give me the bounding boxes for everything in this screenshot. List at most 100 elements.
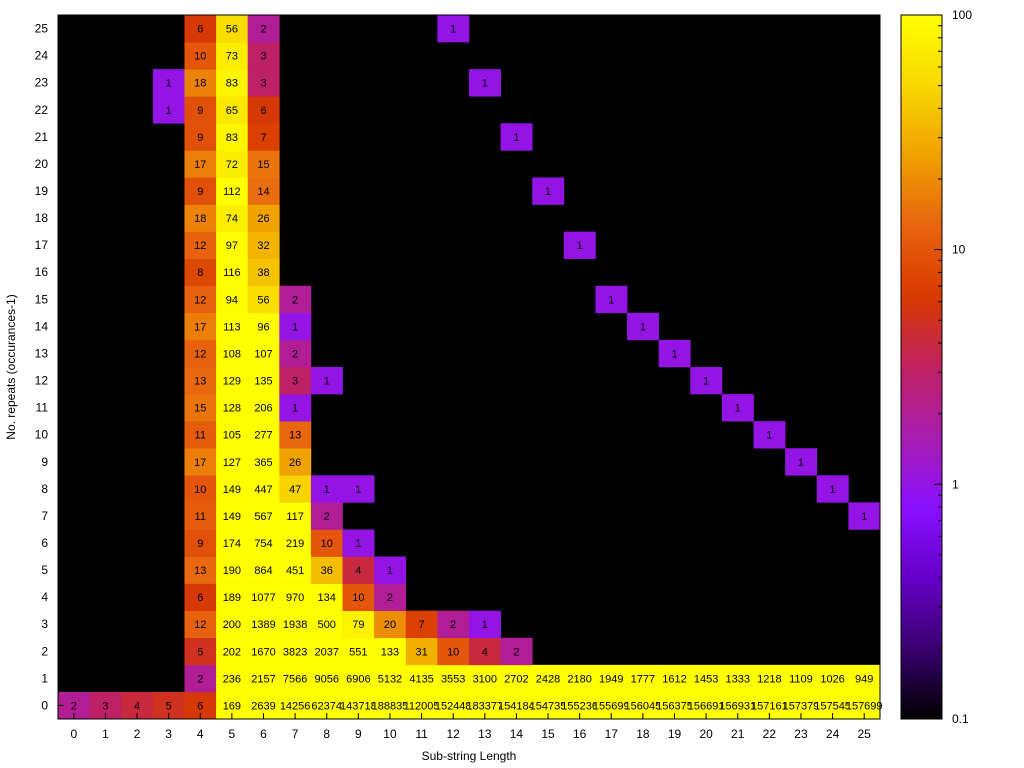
cell-label: 17 — [194, 159, 206, 171]
cell-label: 127 — [223, 457, 241, 469]
cell-label: 236 — [223, 673, 241, 685]
cell-label: 1 — [482, 78, 488, 90]
heatmap-cell — [184, 637, 217, 666]
y-tick-label: 14 — [35, 319, 49, 333]
cell-label: 500 — [318, 619, 336, 631]
x-tick-label: 21 — [731, 727, 745, 741]
heatmap-cell — [216, 339, 248, 368]
cell-label: 1 — [735, 403, 741, 415]
x-axis-title: Sub-string Length — [422, 749, 517, 763]
cell-label: 1 — [513, 132, 519, 144]
cell-label: 2 — [450, 619, 456, 631]
heatmap-cell — [216, 583, 248, 611]
x-tick-label: 0 — [70, 727, 77, 741]
cell-label: 96 — [257, 321, 269, 333]
x-tick-label: 3 — [165, 727, 172, 741]
cell-label: 2180 — [567, 673, 591, 685]
heatmap-cell — [184, 150, 217, 178]
heatmap-cell — [247, 637, 280, 666]
heatmap-cell — [216, 150, 248, 178]
heatmap-cell — [658, 339, 691, 368]
cell-label: 3 — [102, 700, 108, 712]
heatmap-cell — [247, 583, 280, 611]
y-tick-label: 3 — [41, 617, 48, 631]
heatmap-cell — [279, 285, 312, 314]
y-tick-label: 9 — [41, 455, 48, 469]
y-axis-title: No. repeats (occurances-1) — [4, 294, 18, 439]
cell-label: 9 — [197, 186, 203, 198]
heatmap-cell — [469, 637, 501, 666]
heatmap-cell — [627, 664, 659, 693]
heatmap-cell — [184, 204, 217, 232]
cell-label: 2157 — [251, 673, 275, 685]
cell-label: 4135 — [409, 673, 433, 685]
heatmap-cell — [342, 475, 375, 503]
cell-label: 1 — [355, 484, 361, 496]
cell-label: 72 — [226, 159, 238, 171]
heatmap-cell — [469, 610, 501, 639]
x-tick-label: 5 — [229, 727, 236, 741]
heatmap-cell — [216, 502, 248, 530]
heatmap-cell — [216, 204, 248, 232]
y-tick-label: 16 — [35, 265, 49, 279]
heatmap-cell — [216, 556, 248, 584]
y-tick-label: 15 — [35, 292, 49, 306]
cell-label: 14 — [257, 186, 269, 198]
heatmap-cell — [310, 664, 343, 693]
cell-label: 105 — [223, 430, 241, 442]
heatmap-cell — [595, 664, 628, 693]
y-tick-label: 12 — [35, 374, 49, 388]
cell-label: 1 — [292, 321, 298, 333]
cell-label: 8 — [197, 267, 203, 279]
heatmap-cell — [279, 421, 312, 449]
heatmap-cell — [152, 69, 185, 97]
cell-label: 1 — [324, 376, 330, 388]
cell-label: 156045 — [625, 700, 662, 712]
heatmap-cell — [247, 15, 280, 43]
cell-label: 188835 — [372, 700, 409, 712]
cell-label: 112005 — [404, 700, 440, 712]
heatmap-cell — [247, 610, 280, 639]
cell-label: 157161 — [751, 700, 788, 712]
heatmap-cell — [279, 394, 312, 422]
cell-label: 6 — [197, 592, 203, 604]
heatmap-cell — [279, 339, 312, 368]
colorbar-tick-label: 0.1 — [952, 712, 969, 726]
cell-label: 1026 — [820, 673, 844, 685]
x-tick-label: 4 — [197, 727, 204, 741]
heatmap-cell — [721, 664, 754, 693]
x-tick-label: 2 — [134, 727, 141, 741]
cell-label: 174 — [223, 538, 241, 550]
cell-label: 31 — [415, 646, 427, 658]
cell-label: 13 — [194, 565, 206, 577]
cell-label: 2702 — [504, 673, 528, 685]
cell-label: 12 — [194, 240, 206, 252]
cell-label: 970 — [286, 592, 304, 604]
y-tick-label: 23 — [35, 76, 49, 90]
cell-label: 56 — [257, 294, 269, 306]
heatmap-cell — [500, 123, 533, 151]
cell-label: 36 — [321, 565, 333, 577]
cell-label: 365 — [254, 457, 272, 469]
heatmap-cell — [247, 448, 280, 476]
heatmap-cell — [247, 502, 280, 530]
cell-label: 2 — [292, 294, 298, 306]
heatmap-cell — [247, 42, 280, 70]
cell-label: 2428 — [536, 673, 560, 685]
heatmap-cell — [310, 502, 343, 530]
heatmap-cell — [405, 637, 438, 666]
heatmap-cell — [216, 177, 248, 205]
cell-label: 1 — [387, 565, 393, 577]
cell-label: 206 — [254, 403, 272, 415]
heatmap-cell — [184, 177, 217, 205]
cell-label: 3 — [260, 51, 266, 63]
x-tick-label: 19 — [668, 727, 682, 741]
cell-label: 1 — [640, 321, 646, 333]
cell-label: 157545 — [814, 700, 851, 712]
cell-label: 5 — [166, 700, 172, 712]
cell-label: 202 — [223, 646, 241, 658]
cell-label: 1 — [166, 78, 172, 90]
cell-label: 13 — [194, 376, 206, 388]
y-tick-label: 18 — [35, 211, 49, 225]
cell-label: 143718 — [340, 700, 377, 712]
